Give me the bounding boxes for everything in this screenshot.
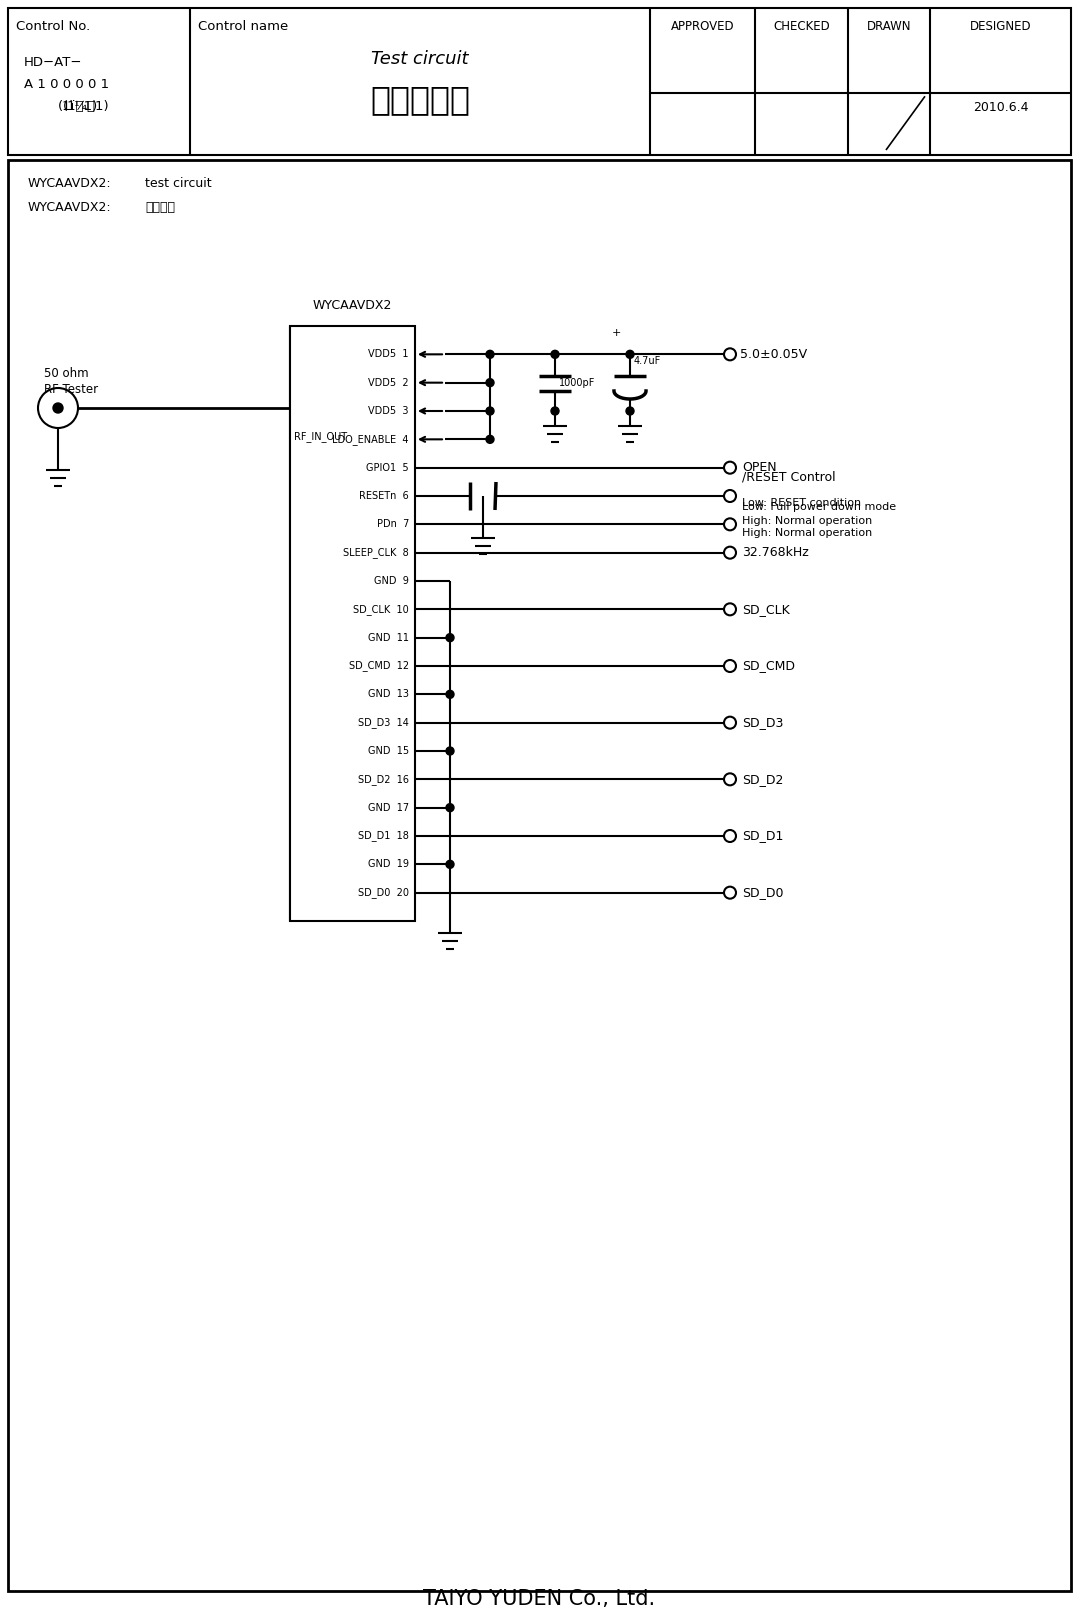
Text: 4.7uF: 4.7uF — [634, 357, 661, 366]
Text: 50 ohm: 50 ohm — [44, 366, 88, 379]
Bar — [8, 8, 1071, 156]
Text: RF Tester: RF Tester — [44, 383, 98, 396]
Text: /RESET Control: /RESET Control — [742, 472, 835, 485]
Text: SD_CMD  12: SD_CMD 12 — [349, 660, 409, 671]
Text: Low: RESET condition: Low: RESET condition — [742, 498, 861, 507]
Text: GND  15: GND 15 — [368, 746, 409, 755]
Text: SD_CMD: SD_CMD — [742, 660, 795, 673]
Text: +: + — [612, 329, 622, 339]
Text: SD_D0  20: SD_D0 20 — [358, 887, 409, 898]
Circle shape — [724, 462, 736, 473]
Text: Control No.: Control No. — [16, 19, 91, 32]
Circle shape — [446, 861, 454, 869]
Text: PDn  7: PDn 7 — [377, 519, 409, 530]
Text: Control name: Control name — [199, 19, 288, 32]
Text: CHECKED: CHECKED — [774, 19, 830, 32]
Text: SD_D2: SD_D2 — [742, 773, 783, 786]
Circle shape — [446, 804, 454, 812]
Text: SD_D3: SD_D3 — [742, 716, 783, 729]
Text: (1〄1): (1〄1) — [63, 101, 98, 113]
Text: SLEEP_CLK  8: SLEEP_CLK 8 — [343, 548, 409, 558]
Circle shape — [486, 436, 494, 443]
Circle shape — [626, 350, 634, 358]
Text: GND  13: GND 13 — [368, 689, 409, 699]
Text: High: Normal operation: High: Normal operation — [742, 515, 872, 525]
Circle shape — [724, 660, 736, 673]
Circle shape — [486, 379, 494, 387]
Bar — [8, 160, 1071, 1590]
Text: SD_CLK: SD_CLK — [742, 603, 790, 616]
Circle shape — [551, 350, 559, 358]
Text: GND  11: GND 11 — [368, 632, 409, 642]
Circle shape — [53, 404, 63, 413]
Circle shape — [724, 546, 736, 559]
Circle shape — [724, 887, 736, 898]
Text: RF_IN_OUT: RF_IN_OUT — [293, 431, 347, 443]
Text: A 1 0 0 0 0 1: A 1 0 0 0 0 1 — [24, 78, 109, 91]
Text: 5.0±0.05V: 5.0±0.05V — [740, 349, 807, 361]
Text: 2010.6.4: 2010.6.4 — [973, 101, 1028, 113]
Text: GND  19: GND 19 — [368, 859, 409, 869]
Text: (1ï¼1): (1ï¼1) — [58, 101, 110, 113]
Text: High: Normal operation: High: Normal operation — [742, 528, 872, 538]
Text: 1000pF: 1000pF — [559, 378, 596, 389]
Circle shape — [446, 691, 454, 699]
Text: 32.768kHz: 32.768kHz — [742, 546, 809, 559]
Text: WYCAAVDX2: WYCAAVDX2 — [313, 298, 392, 311]
Text: Test circuit: Test circuit — [371, 50, 468, 68]
Circle shape — [446, 747, 454, 755]
Circle shape — [551, 407, 559, 415]
Text: DESIGNED: DESIGNED — [970, 19, 1032, 32]
Text: OPEN: OPEN — [742, 460, 777, 475]
Text: 検査回路: 検査回路 — [145, 201, 175, 214]
Text: 検査回路図: 検査回路図 — [370, 83, 470, 117]
Text: test circuit: test circuit — [145, 177, 211, 190]
Text: GND  17: GND 17 — [368, 802, 409, 812]
Text: WYCAAVDX2:: WYCAAVDX2: — [28, 201, 111, 214]
Text: SD_D1  18: SD_D1 18 — [358, 830, 409, 841]
Text: VDD5  2: VDD5 2 — [368, 378, 409, 387]
Text: VDD5  1: VDD5 1 — [369, 350, 409, 360]
Text: GPIO1  5: GPIO1 5 — [367, 462, 409, 473]
Circle shape — [626, 407, 634, 415]
Text: WYCAAVDX2:: WYCAAVDX2: — [28, 177, 111, 190]
Text: SD_CLK  10: SD_CLK 10 — [353, 605, 409, 614]
Text: APPROVED: APPROVED — [671, 19, 735, 32]
Circle shape — [724, 603, 736, 616]
Circle shape — [724, 349, 736, 360]
Bar — [290, 326, 415, 921]
Circle shape — [724, 773, 736, 785]
Text: VDD5  3: VDD5 3 — [369, 405, 409, 417]
Circle shape — [724, 490, 736, 503]
Circle shape — [486, 350, 494, 358]
Text: SD_D2  16: SD_D2 16 — [358, 773, 409, 785]
Text: Low: Full power down mode: Low: Full power down mode — [742, 503, 897, 512]
Text: TAIYO YUDEN Co., Ltd.: TAIYO YUDEN Co., Ltd. — [423, 1589, 656, 1610]
Circle shape — [446, 634, 454, 642]
Text: SD_D1: SD_D1 — [742, 830, 783, 843]
Circle shape — [486, 407, 494, 415]
Text: HD−AT−: HD−AT− — [24, 57, 82, 70]
Text: LDO_ENABLE  4: LDO_ENABLE 4 — [332, 434, 409, 444]
Circle shape — [724, 716, 736, 729]
Text: DRAWN: DRAWN — [866, 19, 912, 32]
Circle shape — [724, 830, 736, 841]
Text: RESETn  6: RESETn 6 — [359, 491, 409, 501]
Text: SD_D3  14: SD_D3 14 — [358, 716, 409, 728]
Text: GND  9: GND 9 — [374, 575, 409, 587]
Text: SD_D0: SD_D0 — [742, 887, 783, 900]
Circle shape — [724, 519, 736, 530]
